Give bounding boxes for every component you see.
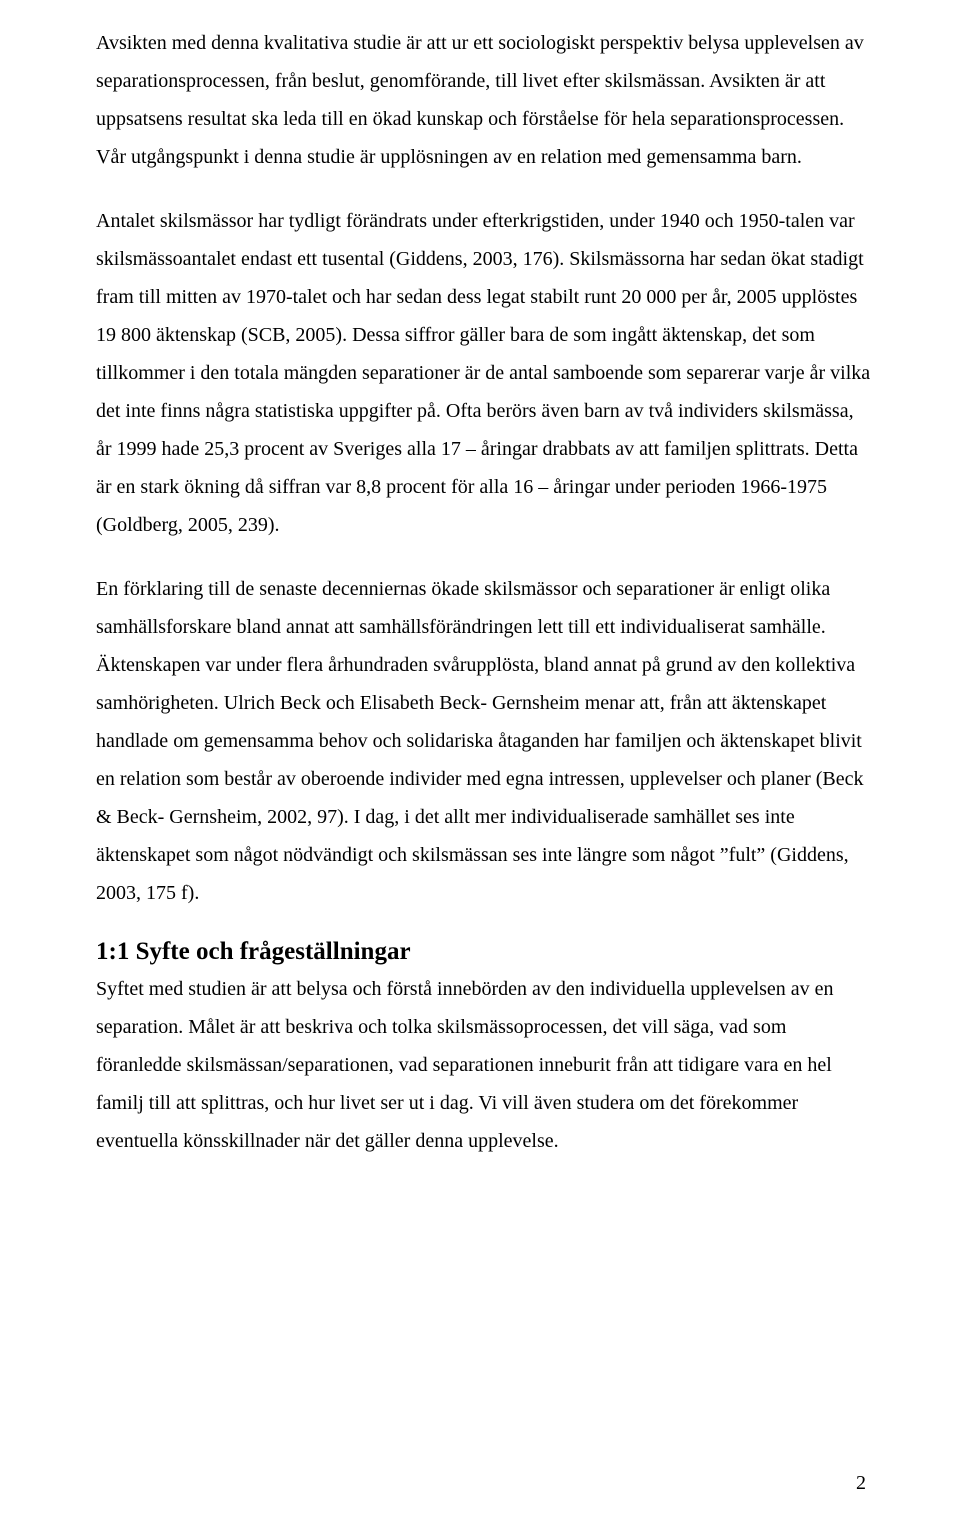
paragraph: Syftet med studien är att belysa och för… [96, 970, 872, 1160]
paragraph: Antalet skilsmässor har tydligt förändra… [96, 202, 872, 544]
page-number: 2 [856, 1472, 866, 1495]
paragraph: En förklaring till de senaste decenniern… [96, 570, 872, 912]
document-page: Avsikten med denna kvalitativa studie är… [0, 0, 960, 1515]
section-heading: 1:1 Syfte och frågeställningar [96, 938, 872, 966]
paragraph: Avsikten med denna kvalitativa studie är… [96, 24, 872, 176]
